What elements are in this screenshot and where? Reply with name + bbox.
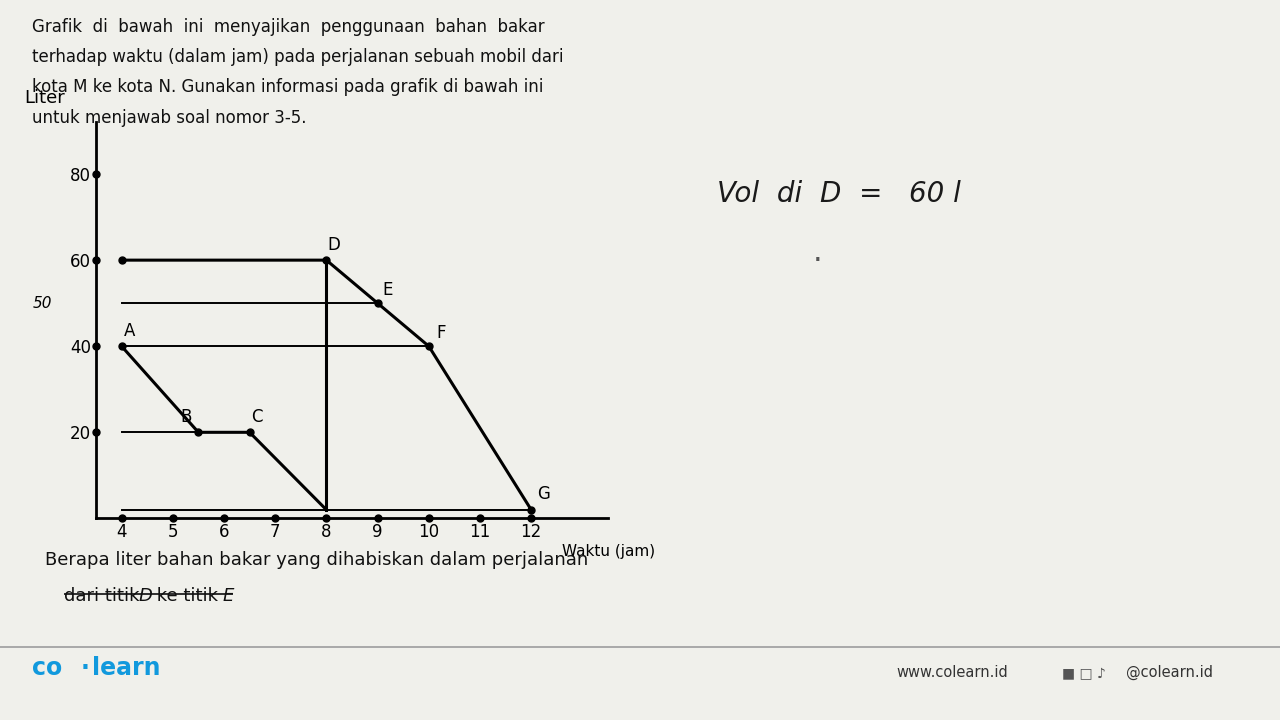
Text: Waktu (jam): Waktu (jam)	[562, 544, 655, 559]
Text: @colearn.id: @colearn.id	[1126, 665, 1213, 680]
Text: Vol  di  D  =   60 l: Vol di D = 60 l	[717, 180, 961, 208]
Text: kota M ke kota N. Gunakan informasi pada grafik di bawah ini: kota M ke kota N. Gunakan informasi pada…	[32, 78, 544, 96]
Text: Liter: Liter	[24, 89, 65, 107]
Text: ■ □ ♪: ■ □ ♪	[1062, 667, 1106, 680]
Text: C: C	[252, 408, 262, 426]
Text: learn: learn	[92, 657, 161, 680]
Text: F: F	[436, 324, 447, 342]
Text: ke titik: ke titik	[151, 587, 224, 605]
Text: Grafik  di  bawah  ini  menyajikan  penggunaan  bahan  bakar: Grafik di bawah ini menyajikan penggunaa…	[32, 18, 544, 36]
Text: terhadap waktu (dalam jam) pada perjalanan sebuah mobil dari: terhadap waktu (dalam jam) pada perjalan…	[32, 48, 563, 66]
Text: B: B	[180, 408, 191, 426]
Text: co: co	[32, 657, 63, 680]
Text: E: E	[383, 281, 393, 299]
Text: G: G	[538, 485, 550, 503]
Text: dari titik: dari titik	[64, 587, 145, 605]
Text: E: E	[223, 587, 234, 605]
Text: ·: ·	[81, 657, 90, 680]
Text: 50: 50	[33, 296, 52, 311]
Text: D: D	[138, 587, 152, 605]
Text: D: D	[328, 235, 340, 253]
Text: Berapa liter bahan bakar yang dihabiskan dalam perjalanan: Berapa liter bahan bakar yang dihabiskan…	[45, 551, 588, 569]
Text: www.colearn.id: www.colearn.id	[896, 665, 1007, 680]
Text: A: A	[124, 322, 134, 340]
Text: untuk menjawab soal nomor 3-5.: untuk menjawab soal nomor 3-5.	[32, 109, 306, 127]
Text: .: .	[813, 238, 823, 266]
